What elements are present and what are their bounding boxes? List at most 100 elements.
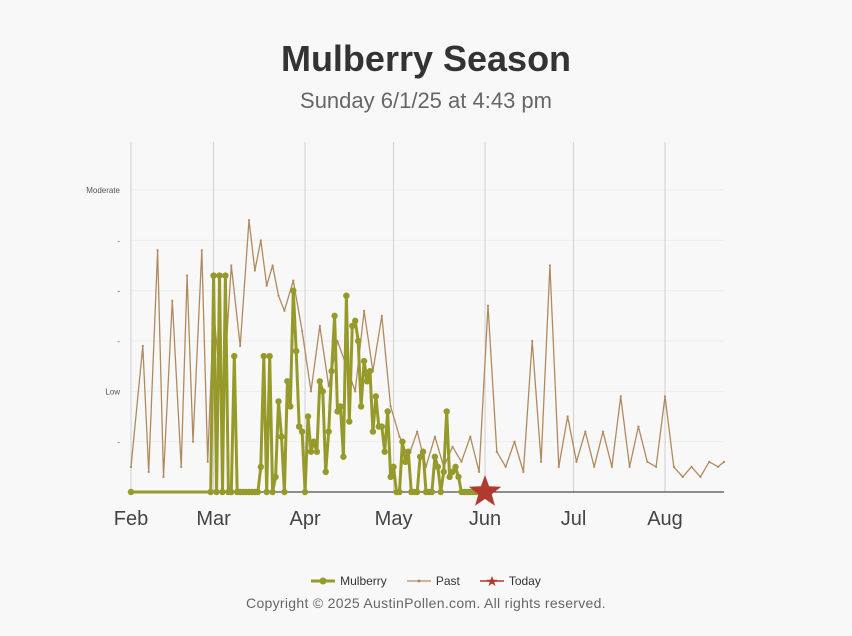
past-point: [469, 435, 472, 438]
copyright-text: Copyright © 2025 AustinPollen.com. All r…: [246, 595, 606, 611]
mulberry-point: [228, 488, 235, 496]
mulberry-point: [381, 448, 388, 455]
past-point: [253, 269, 257, 272]
legend-label-today: Today: [508, 574, 541, 588]
past-point: [265, 284, 268, 287]
mulberry-point: [313, 448, 321, 455]
mulberry-point: [213, 488, 220, 496]
past-point: [619, 395, 622, 398]
past-point: [628, 465, 631, 468]
past-swatch-icon: [406, 579, 431, 583]
mulberry-point: [216, 272, 223, 279]
past-point: [162, 475, 165, 478]
mulberry-point: [366, 368, 374, 375]
past-point: [531, 339, 534, 343]
past-point: [672, 465, 675, 468]
past-point: [513, 440, 516, 443]
past-point: [292, 279, 295, 282]
past-point: [646, 460, 649, 463]
past-point: [277, 294, 280, 297]
mulberry-point: [328, 368, 335, 375]
mulberry-point: [310, 438, 318, 445]
past-point: [690, 465, 693, 468]
past-point: [129, 465, 133, 468]
x-tick-label: Jul: [561, 508, 587, 530]
mulberry-point: [295, 423, 303, 430]
mulberry-point: [449, 468, 456, 476]
past-point: [141, 344, 144, 348]
mulberry-swatch-icon: [311, 577, 336, 585]
mulberry-point: [399, 438, 406, 445]
past-point: [637, 425, 640, 428]
past-point: [389, 405, 392, 408]
y-tick-label: -: [117, 236, 120, 245]
x-tick-label: Feb: [114, 508, 148, 530]
mulberry-point: [334, 408, 341, 415]
x-tick-label: Aug: [647, 508, 683, 530]
past-point: [200, 249, 203, 252]
mulberry-point: [378, 423, 385, 430]
past-point: [699, 475, 702, 478]
mulberry-point: [281, 488, 288, 496]
mulberry-point: [222, 272, 229, 279]
mulberry-point: [287, 403, 294, 410]
mulberry-point: [269, 488, 276, 496]
mulberry-point: [349, 322, 356, 330]
mulberry-point: [219, 488, 226, 496]
mulberry-point: [319, 388, 326, 395]
mulberry-point: [304, 413, 312, 420]
legend-label-past: Past: [435, 574, 460, 588]
past-point: [504, 465, 507, 468]
past-point: [180, 465, 183, 468]
x-tick-label: Jun: [469, 508, 501, 530]
legend-label-mulberry: Mulberry: [340, 574, 387, 588]
y-tick-label: -: [117, 337, 120, 346]
chart-subtitle: Sunday 6/1/25 at 4:43 pm: [300, 88, 552, 113]
mulberry-point: [431, 453, 439, 460]
mulberry-point: [340, 453, 347, 460]
legend-item-today[interactable]: Today: [479, 574, 541, 588]
past-point: [584, 430, 587, 433]
mulberry-point: [396, 488, 403, 496]
past-point: [147, 470, 150, 473]
mulberry-point: [360, 357, 368, 365]
mulberry-point: [272, 473, 279, 481]
past-point: [283, 309, 286, 312]
mulberry-point: [298, 428, 306, 435]
mulberry-point: [307, 448, 315, 455]
mulberry-point: [419, 448, 427, 455]
mulberry-point: [275, 398, 282, 405]
past-point: [191, 440, 195, 443]
mulberry-point: [263, 488, 270, 496]
chart-title: Mulberry Season: [280, 38, 572, 79]
past-point: [239, 344, 242, 348]
x-tick-label: Apr: [290, 508, 321, 530]
mulberry-point: [443, 408, 450, 415]
past-point: [557, 465, 560, 468]
mulberry-point: [384, 408, 391, 415]
past-point: [380, 314, 383, 317]
legend-item-mulberry[interactable]: Mulberry: [311, 574, 387, 588]
chart-legend: Mulberry Past Today: [0, 574, 852, 588]
past-point: [478, 470, 481, 473]
past-point: [451, 445, 454, 448]
mulberry-point: [455, 473, 462, 481]
past-point: [171, 299, 174, 302]
mulberry-point: [416, 453, 424, 460]
mulberry-point: [363, 378, 371, 385]
mulberry-point: [337, 403, 344, 410]
past-point: [230, 264, 233, 267]
past-point: [593, 465, 596, 468]
axis-layer: - Low - - - Moderate Feb Mar Apr May Jun Jul Aug: [86, 186, 724, 530]
past-point: [681, 475, 684, 478]
legend-item-past[interactable]: Past: [406, 574, 460, 588]
past-point: [539, 460, 543, 463]
past-point: [318, 324, 321, 327]
mulberry-point: [266, 352, 273, 360]
mulberry-point: [440, 468, 447, 476]
mulberry-point: [352, 317, 359, 325]
past-point: [495, 450, 498, 453]
mulberry-point: [231, 352, 238, 360]
mulberry-point: [257, 463, 265, 471]
mulberry-point: [290, 287, 297, 294]
